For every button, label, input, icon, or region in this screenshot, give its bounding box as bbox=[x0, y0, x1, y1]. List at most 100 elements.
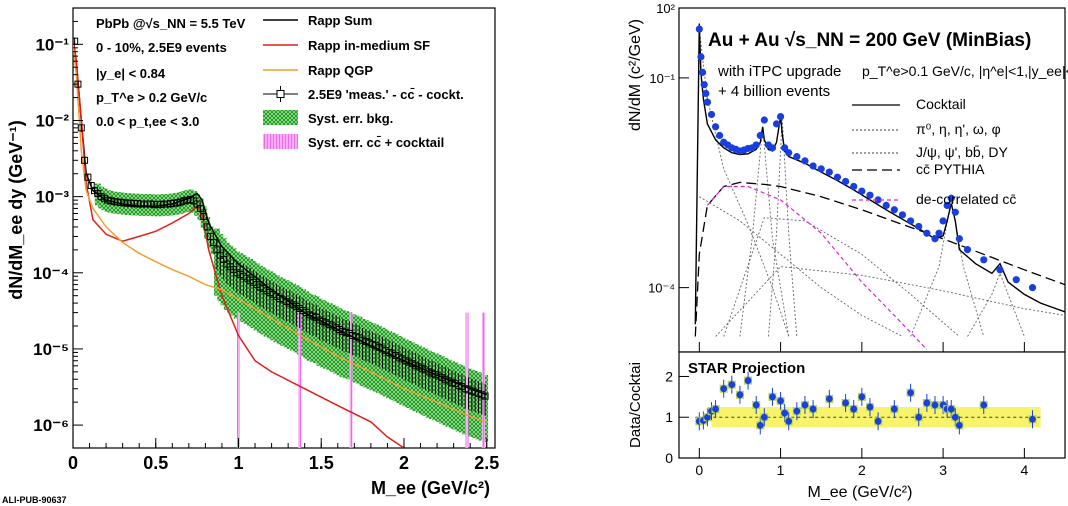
data-point bbox=[752, 141, 760, 149]
ratio-point bbox=[756, 421, 764, 429]
decorrelated-ccbar-curve bbox=[706, 185, 928, 351]
component-curve bbox=[715, 266, 1065, 337]
data-point bbox=[898, 211, 907, 219]
data-point bbox=[1012, 276, 1020, 284]
ratio-point bbox=[809, 405, 817, 413]
legend-label: π⁰, η, η', ω, φ bbox=[916, 121, 1001, 137]
y-tick-label: 10⁻⁶ bbox=[33, 416, 69, 435]
data-point bbox=[931, 235, 939, 243]
data-point bbox=[768, 144, 777, 152]
component-curve bbox=[967, 272, 1025, 337]
y-tick-label: 10⁻² bbox=[35, 111, 69, 130]
left-info-text: |y_e| < 0.84 bbox=[96, 66, 166, 81]
upgrade-note: with iTPC upgrade bbox=[717, 63, 841, 80]
x-tick-label: 1 bbox=[233, 453, 243, 473]
legend-label: Syst. err. bkg. bbox=[308, 111, 393, 126]
left-legend-entry: Rapp QGP bbox=[263, 63, 373, 78]
legend-label: J/ψ, ψ', bb̄, DY bbox=[916, 144, 1009, 160]
data-point bbox=[809, 162, 817, 170]
data-point bbox=[84, 173, 92, 181]
component-curve bbox=[767, 117, 798, 337]
ratio-point bbox=[744, 377, 752, 384]
y-tick-label: 10⁻⁴ bbox=[648, 281, 675, 296]
data-point bbox=[700, 81, 708, 89]
right-legend-entry: J/ψ, ψ', bb̄, DY bbox=[852, 144, 1009, 160]
data-point bbox=[882, 201, 890, 210]
ratio-point bbox=[712, 405, 719, 413]
data-point bbox=[996, 266, 1004, 274]
x-tick-label: 2 bbox=[399, 453, 409, 473]
data-point bbox=[833, 173, 842, 181]
kinematic-cuts: p_T^e>0.1 GeV/c, |η^e|<1,|y_ee|<1 bbox=[862, 63, 1068, 79]
x-tick-label: 3 bbox=[939, 462, 947, 478]
data-point bbox=[939, 217, 947, 225]
data-point bbox=[935, 229, 943, 237]
data-point bbox=[923, 229, 931, 237]
left-legend-entry: Rapp in-medium SF bbox=[263, 38, 430, 53]
ratio-point bbox=[825, 395, 833, 403]
data-point bbox=[698, 68, 707, 76]
legend-label: Cocktail bbox=[916, 96, 966, 112]
left-info-text: 0.0 < p_t,ee < 3.0 bbox=[96, 114, 199, 129]
data-point bbox=[951, 208, 959, 216]
data-point bbox=[947, 194, 955, 202]
legend-label: 2.5E9 'meas.' - cc̄ - cockt. bbox=[308, 87, 464, 102]
data-point bbox=[1028, 284, 1037, 292]
left-info-text: p_T^e > 0.2 GeV/c bbox=[96, 90, 207, 105]
right-plot-frame bbox=[678, 7, 1066, 353]
data-point bbox=[850, 182, 858, 191]
syst-ccbar-band bbox=[298, 312, 302, 448]
ratio-title: STAR Projection bbox=[688, 360, 805, 377]
y-tick-label: 10⁻³ bbox=[35, 188, 69, 207]
syst-ccbar-band bbox=[465, 312, 469, 448]
syst-ccbar-band bbox=[481, 312, 485, 448]
ratio-point bbox=[866, 403, 874, 411]
ratio-point bbox=[890, 405, 898, 413]
ratio-point bbox=[931, 401, 939, 409]
ratio-point bbox=[955, 421, 963, 429]
ratio-point bbox=[907, 389, 914, 397]
ratio-point bbox=[858, 393, 866, 401]
ratio-point bbox=[915, 413, 923, 421]
legend-label: de-correlated cc̄ bbox=[916, 191, 1016, 207]
left-x-axis-title: M_ee (GeV/c²) bbox=[371, 478, 490, 498]
left-info-text: PbPb @√s_NN = 5.5 TeV bbox=[96, 16, 246, 31]
left-info-text: 0 - 10%, 2.5E9 events bbox=[96, 40, 227, 55]
y-tick-label: 2 bbox=[665, 368, 673, 384]
data-point bbox=[707, 110, 716, 119]
data-point bbox=[801, 157, 809, 165]
ratio-point bbox=[923, 399, 931, 407]
left-legend-entry: Syst. err. bkg. bbox=[263, 110, 393, 126]
left-legend-entry: Syst. err. cc̄ + cocktail bbox=[263, 134, 444, 150]
y-tick-label: 10⁻¹ bbox=[649, 71, 675, 86]
left-y-axis-title: dN/dM_ee dy (GeV⁻¹) bbox=[6, 120, 26, 300]
x-tick-label: 4 bbox=[1020, 462, 1028, 478]
ratio-point bbox=[947, 405, 955, 413]
legend-swatch bbox=[276, 90, 285, 98]
curve-rapp-qgp bbox=[73, 44, 487, 423]
right-legend-entry: Cocktail bbox=[852, 96, 966, 112]
ratio-point bbox=[752, 401, 760, 409]
ccbar-pythia-curve bbox=[694, 181, 1065, 337]
data-point bbox=[817, 165, 825, 173]
y-tick-label: 10⁻⁴ bbox=[33, 264, 69, 283]
data-point bbox=[200, 212, 208, 220]
ratio-point bbox=[736, 391, 744, 399]
data-point bbox=[841, 177, 850, 186]
right-x-axis-title: M_ee (GeV/c²) bbox=[808, 484, 913, 501]
syst-ccbar-band bbox=[349, 312, 353, 448]
right-chart: 10² 10⁻¹ 10⁻⁴ dN/dM (c²/GeV) Au + Au √s_NN =… bbox=[627, 1, 1068, 353]
data-point bbox=[760, 116, 768, 124]
ratio-point bbox=[777, 397, 784, 405]
data-point bbox=[955, 235, 963, 243]
data-point bbox=[77, 124, 85, 132]
data-point bbox=[907, 217, 915, 225]
ratio-point bbox=[842, 399, 849, 407]
ratio-point bbox=[801, 401, 809, 409]
data-point bbox=[772, 120, 781, 128]
x-tick-label: 0.5 bbox=[143, 453, 168, 473]
ratio-point bbox=[760, 413, 768, 421]
data-point bbox=[776, 112, 785, 121]
figure-id-label: ALI-PUB-90637 bbox=[2, 495, 67, 505]
